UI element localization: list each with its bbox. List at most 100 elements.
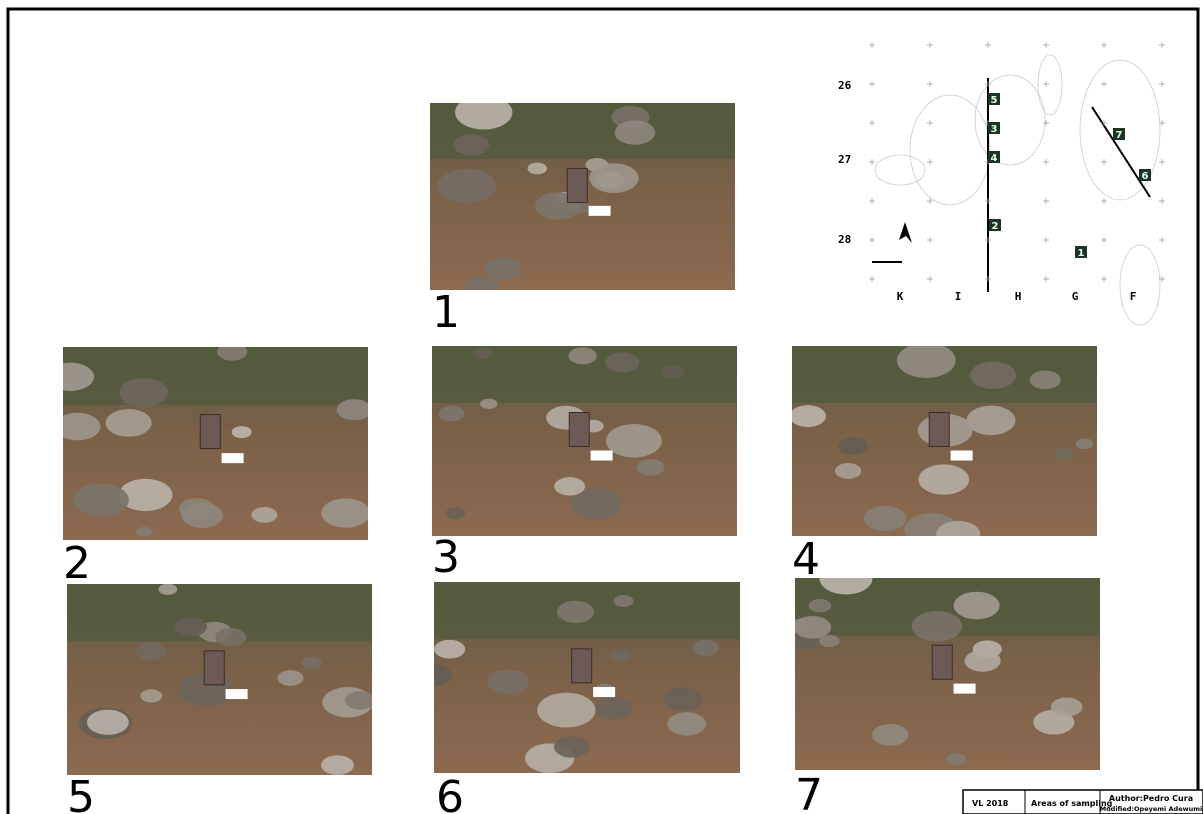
grid-cross bbox=[1101, 198, 1107, 204]
photo-rock bbox=[897, 343, 956, 378]
photo-label: 1 bbox=[432, 287, 460, 338]
grid-cross bbox=[927, 120, 933, 126]
photo-rock bbox=[912, 611, 962, 641]
map-column-label: K bbox=[897, 290, 904, 303]
photo-rock bbox=[464, 277, 500, 298]
photo-rock bbox=[484, 257, 521, 279]
map-marker-label: 7 bbox=[1116, 130, 1123, 141]
photo-sample-block bbox=[932, 645, 952, 679]
photo-rock bbox=[474, 347, 494, 359]
map-row-label: 28 bbox=[838, 233, 851, 246]
photo-rock bbox=[438, 169, 496, 204]
photo-rock bbox=[790, 405, 827, 427]
photo-rock bbox=[1051, 698, 1083, 717]
photo-rock bbox=[606, 424, 662, 458]
grid-cross bbox=[1043, 276, 1049, 282]
photo-scale-card bbox=[954, 684, 976, 694]
map-row-label: 26 bbox=[838, 79, 852, 92]
photo-rock bbox=[966, 406, 1015, 435]
grid-cross bbox=[985, 237, 991, 243]
photo-rock bbox=[936, 521, 980, 547]
photo-rock bbox=[611, 649, 631, 661]
grid-cross bbox=[985, 42, 991, 48]
photo-label: 2 bbox=[63, 538, 91, 589]
photo-rock bbox=[589, 163, 638, 193]
photo-scale-card bbox=[222, 453, 244, 463]
photo-rock bbox=[819, 635, 839, 647]
photo-rock bbox=[595, 697, 633, 720]
photo-rock bbox=[667, 712, 706, 736]
photo-rock bbox=[302, 657, 322, 669]
grid-cross bbox=[1043, 81, 1049, 87]
grid-cross bbox=[1101, 81, 1107, 87]
photo-rock bbox=[692, 640, 719, 656]
grid-cross bbox=[1101, 276, 1107, 282]
photo-scale-card bbox=[226, 689, 248, 699]
map-column-label: H bbox=[1015, 290, 1022, 303]
photo: 4 bbox=[790, 343, 1097, 585]
photo-rock bbox=[73, 483, 128, 516]
photo-sample-block bbox=[204, 651, 224, 685]
photo-rock bbox=[554, 477, 585, 496]
photo-scale-card bbox=[589, 206, 611, 216]
photo-sample-block bbox=[569, 413, 589, 447]
photo-rock bbox=[614, 595, 634, 607]
photo-image bbox=[416, 582, 740, 773]
photo-rock bbox=[569, 347, 597, 364]
photo-rock bbox=[87, 710, 129, 735]
map-column-label: F bbox=[1130, 290, 1137, 303]
grid-cross bbox=[869, 120, 875, 126]
photo-label: 4 bbox=[792, 534, 820, 585]
photo-rock bbox=[1030, 371, 1061, 390]
grid-cross bbox=[1043, 198, 1049, 204]
photo-image bbox=[432, 346, 737, 536]
photo-image bbox=[47, 343, 372, 540]
photo-rock bbox=[454, 134, 490, 155]
grid-cross bbox=[927, 237, 933, 243]
grid-cross bbox=[1101, 159, 1107, 165]
photo-scale-card bbox=[591, 451, 613, 461]
photo-rock bbox=[215, 628, 246, 647]
map-marker-label: 5 bbox=[991, 95, 998, 106]
photo-rock bbox=[140, 689, 162, 702]
photo-rock bbox=[321, 498, 370, 527]
grid-cross bbox=[1043, 120, 1049, 126]
grid-cross bbox=[1159, 159, 1165, 165]
photo-rock bbox=[277, 670, 303, 686]
photo-rock bbox=[954, 592, 1000, 620]
grid-cross bbox=[1101, 237, 1107, 243]
photo-rock bbox=[158, 584, 177, 595]
photo-rock bbox=[55, 413, 101, 441]
photo-label: 5 bbox=[67, 772, 95, 814]
photo-rock bbox=[661, 365, 684, 379]
title-block: VL 2018 Areas of sampling Author:Pedro C… bbox=[963, 790, 1203, 814]
photo-rock bbox=[119, 378, 168, 407]
photo-rock bbox=[345, 691, 376, 709]
photo-image bbox=[67, 584, 376, 775]
photo-rock bbox=[488, 669, 529, 694]
photo-rock bbox=[136, 642, 166, 660]
grid-cross bbox=[869, 198, 875, 204]
grid-cross bbox=[985, 276, 991, 282]
photo-rock bbox=[232, 426, 252, 438]
modified-by: Modified:Opeyemi Adewumi bbox=[1100, 805, 1203, 813]
grid-cross bbox=[927, 276, 933, 282]
photo-rock bbox=[528, 163, 548, 175]
grid-cross bbox=[985, 198, 991, 204]
photo-rock bbox=[251, 507, 277, 523]
grid-cross bbox=[1043, 237, 1049, 243]
photo-rock bbox=[1076, 438, 1094, 449]
photo-rock bbox=[637, 459, 665, 476]
photo-label: 6 bbox=[436, 772, 464, 814]
grid-cross bbox=[1101, 42, 1107, 48]
sheet-code: VL 2018 bbox=[972, 799, 1009, 808]
photo-label: 3 bbox=[432, 532, 460, 583]
photo-rock bbox=[819, 563, 872, 595]
grid-cross bbox=[869, 159, 875, 165]
photo-rock bbox=[970, 362, 1016, 389]
photo-rock bbox=[480, 399, 497, 409]
map-row-label: 27 bbox=[838, 153, 851, 166]
photo-rock bbox=[946, 753, 966, 765]
map-marker-label: 1 bbox=[1078, 248, 1085, 259]
photo: 7 bbox=[779, 563, 1100, 814]
